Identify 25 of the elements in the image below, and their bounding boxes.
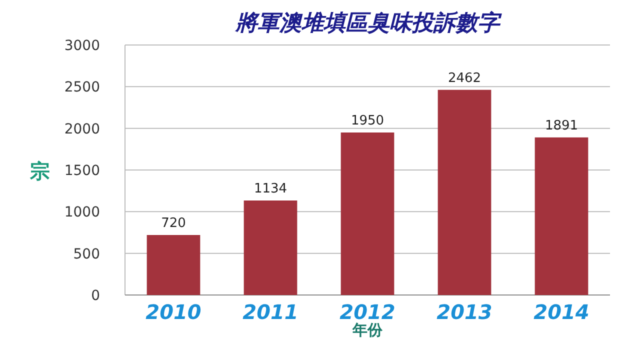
y-tick-label: 1500 — [64, 163, 100, 179]
y-axis-title: 宗 — [29, 159, 50, 183]
y-tick-label: 500 — [73, 246, 100, 262]
bar — [534, 137, 588, 295]
bar — [340, 132, 394, 295]
x-tick-label: 2013 — [436, 300, 492, 324]
chart-title: 將軍澳堆填區臭味投訴數字 — [234, 10, 502, 36]
bar — [438, 90, 492, 295]
x-tick-label: 2011 — [242, 300, 298, 324]
x-axis-title: 年份 — [352, 321, 384, 339]
x-tick-label: 2010 — [146, 300, 202, 324]
data-label: 720 — [161, 216, 186, 231]
data-label: 1134 — [254, 182, 288, 196]
y-tick-label: 2500 — [64, 80, 100, 96]
y-tick-label: 0 — [91, 288, 100, 304]
data-label: 1891 — [544, 118, 578, 134]
bar — [146, 235, 200, 295]
y-tick-label: 2000 — [64, 121, 100, 138]
data-label: 2462 — [448, 70, 482, 86]
x-tick-label: 2014 — [534, 300, 590, 324]
y-tick-label: 1000 — [64, 204, 100, 221]
data-label: 1950 — [350, 114, 384, 128]
bar — [244, 200, 298, 295]
y-tick-label: 3000 — [64, 38, 100, 54]
x-tick-label: 2012 — [340, 300, 396, 324]
